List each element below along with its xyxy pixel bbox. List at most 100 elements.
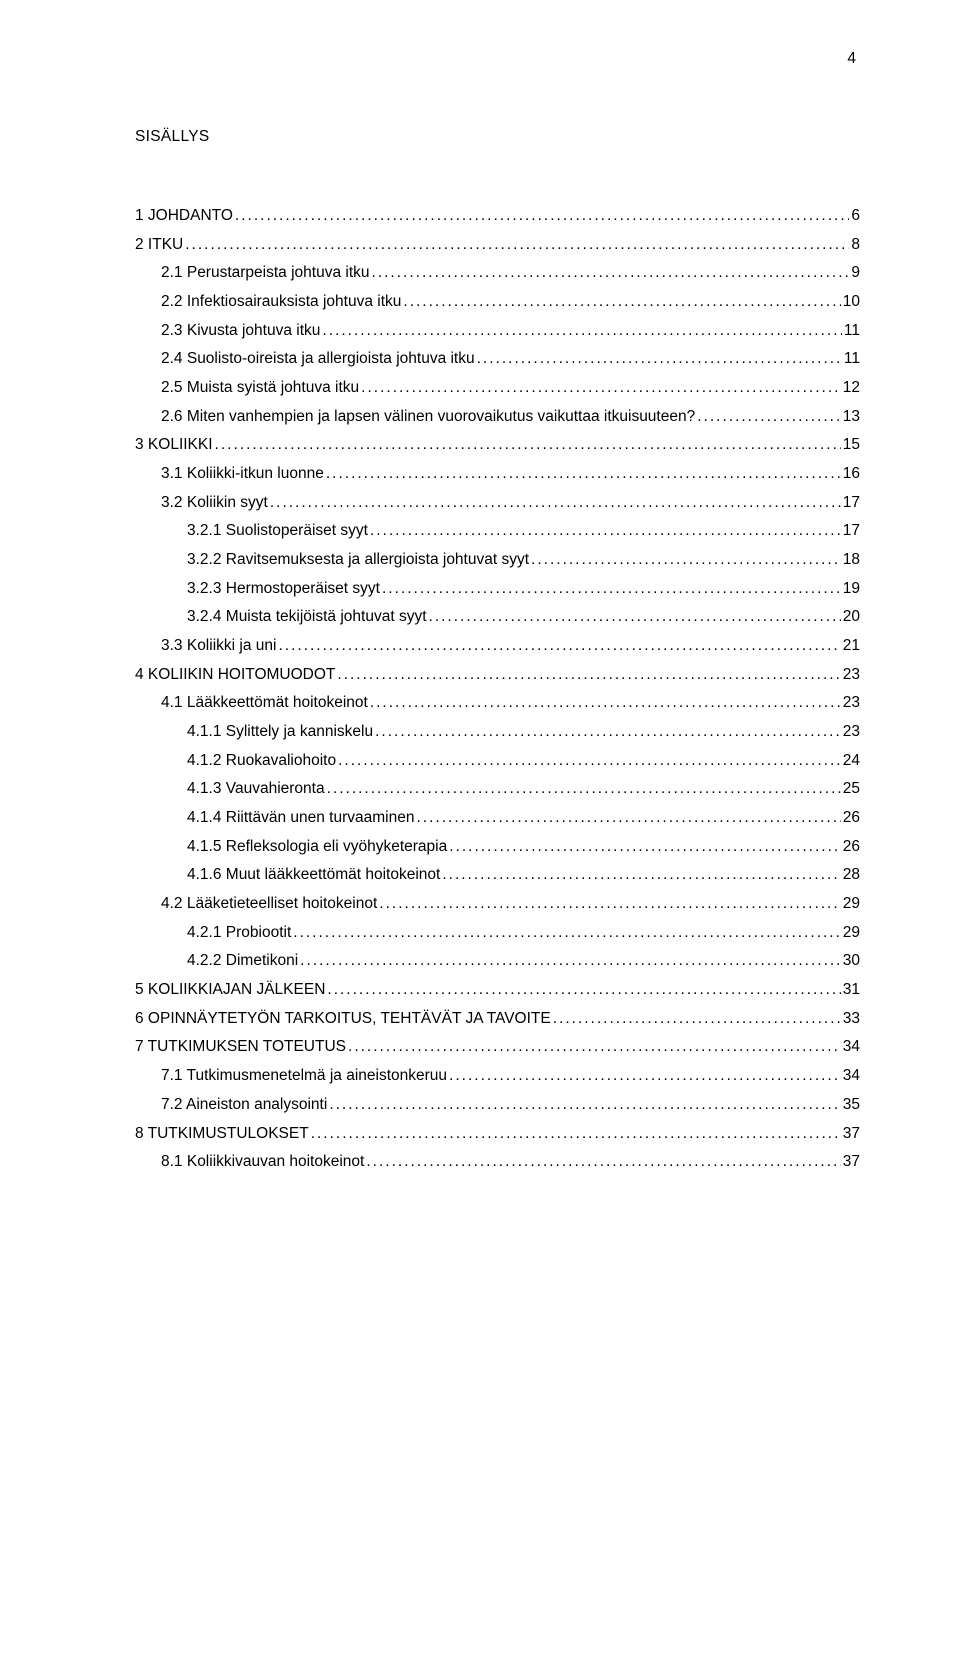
toc-entry: 6 OPINNÄYTETYÖN TARKOITUS, TEHTÄVÄT JA T…	[135, 1005, 860, 1034]
toc-entry: 3 KOLIIKKI15	[135, 431, 860, 460]
toc-entry: 2.2 Infektiosairauksista johtuva itku10	[135, 288, 860, 317]
toc-entry-label: 1 JOHDANTO	[135, 202, 233, 231]
toc-entry-label: 4 KOLIIKIN HOITOMUODOT	[135, 661, 335, 690]
toc-entry-label: 4.1.6 Muut lääkkeettömät hoitokeinot	[187, 861, 440, 890]
toc-dots	[366, 1148, 840, 1177]
toc-entry-label: 7.1 Tutkimusmenetelmä ja aineistonkeruu	[161, 1062, 447, 1091]
toc-entry-page: 29	[843, 919, 860, 948]
toc-dots	[531, 546, 841, 575]
toc-entry: 3.2.4 Muista tekijöistä johtuvat syyt 20	[135, 603, 860, 632]
toc-entry-page: 19	[843, 575, 860, 604]
toc-entry: 2.3 Kivusta johtuva itku11	[135, 317, 860, 346]
toc-entry-page: 17	[843, 517, 860, 546]
toc-dots	[235, 202, 849, 231]
toc-dots	[329, 1091, 840, 1120]
toc-entry: 4.1.4 Riittävän unen turvaaminen 26	[135, 804, 860, 833]
toc-entry: 1 JOHDANTO 6	[135, 202, 860, 231]
toc-entry-page: 35	[843, 1091, 860, 1120]
toc-entry-label: 8 TUTKIMUSTULOKSET	[135, 1120, 309, 1149]
toc-dots	[185, 231, 849, 260]
toc-entry-page: 26	[843, 833, 860, 862]
toc-entry-page: 33	[843, 1005, 860, 1034]
toc-entry-page: 26	[843, 804, 860, 833]
toc-entry: 4.1.3 Vauvahieronta25	[135, 775, 860, 804]
toc-entry-page: 9	[851, 259, 860, 288]
toc-entry-label: 3 KOLIIKKI	[135, 431, 213, 460]
toc-entry-page: 34	[843, 1062, 860, 1091]
toc-dots	[697, 403, 841, 432]
toc-container: 1 JOHDANTO 62 ITKU82.1 Perustarpeista joh…	[135, 202, 860, 1177]
toc-dots	[338, 747, 841, 776]
page-number: 4	[135, 50, 860, 68]
toc-entry-label: 4.1.1 Sylittely ja kanniskelu	[187, 718, 373, 747]
toc-entry: 7.1 Tutkimusmenetelmä ja aineistonkeruu 3…	[135, 1062, 860, 1091]
toc-entry-page: 11	[844, 345, 860, 374]
toc-entry: 2.4 Suolisto-oireista ja allergioista jo…	[135, 345, 860, 374]
toc-dots	[403, 288, 840, 317]
toc-heading: SISÄLLYS	[135, 128, 860, 146]
toc-dots	[326, 460, 841, 489]
toc-entry-page: 6	[851, 202, 860, 231]
toc-dots	[477, 345, 842, 374]
toc-entry-page: 28	[843, 861, 860, 890]
toc-entry-page: 13	[843, 403, 860, 432]
toc-dots	[322, 317, 842, 346]
toc-dots	[449, 833, 841, 862]
toc-entry-label: 4.1.3 Vauvahieronta	[187, 775, 325, 804]
toc-entry-page: 10	[843, 288, 860, 317]
toc-entry-label: 8.1 Koliikkivauvan hoitokeinot	[161, 1148, 364, 1177]
toc-entry: 2.5 Muista syistä johtuva itku12	[135, 374, 860, 403]
toc-entry-label: 3.2.2 Ravitsemuksesta ja allergioista jo…	[187, 546, 529, 575]
toc-entry: 4 KOLIIKIN HOITOMUODOT 23	[135, 661, 860, 690]
toc-entry-label: 2.5 Muista syistä johtuva itku	[161, 374, 359, 403]
toc-entry-page: 34	[843, 1033, 860, 1062]
toc-dots	[379, 890, 840, 919]
toc-dots	[348, 1033, 841, 1062]
toc-entry-page: 20	[843, 603, 860, 632]
toc-entry-page: 31	[843, 976, 860, 1005]
toc-dots	[449, 1062, 841, 1091]
toc-entry: 2.1 Perustarpeista johtuva itku 9	[135, 259, 860, 288]
toc-dots	[375, 718, 841, 747]
toc-entry-page: 37	[843, 1120, 860, 1149]
toc-entry: 8 TUTKIMUSTULOKSET 37	[135, 1120, 860, 1149]
toc-entry-label: 4.2 Lääketieteelliset hoitokeinot	[161, 890, 377, 919]
toc-entry-label: 6 OPINNÄYTETYÖN TARKOITUS, TEHTÄVÄT JA T…	[135, 1005, 551, 1034]
toc-entry: 2.6 Miten vanhempien ja lapsen välinen v…	[135, 403, 860, 432]
toc-entry: 7 TUTKIMUKSEN TOTEUTUS 34	[135, 1033, 860, 1062]
toc-entry-label: 5 KOLIIKKIAJAN JÄLKEEN	[135, 976, 325, 1005]
toc-entry: 5 KOLIIKKIAJAN JÄLKEEN 31	[135, 976, 860, 1005]
toc-entry-label: 4.1.2 Ruokavaliohoito	[187, 747, 336, 776]
toc-entry: 4.2.1 Probiootit29	[135, 919, 860, 948]
toc-entry: 4.1.2 Ruokavaliohoito24	[135, 747, 860, 776]
toc-dots	[429, 603, 841, 632]
toc-entry: 4.1 Lääkkeettömät hoitokeinot 23	[135, 689, 860, 718]
toc-entry-page: 18	[843, 546, 860, 575]
toc-entry-page: 16	[843, 460, 860, 489]
toc-dots	[311, 1120, 841, 1149]
toc-entry-label: 4.2.2 Dimetikoni	[187, 947, 298, 976]
toc-entry-page: 23	[843, 661, 860, 690]
toc-entry-page: 23	[843, 718, 860, 747]
toc-dots	[337, 661, 840, 690]
toc-entry-label: 2.1 Perustarpeista johtuva itku	[161, 259, 370, 288]
toc-entry: 3.2.3 Hermostoperäiset syyt 19	[135, 575, 860, 604]
toc-entry: 3.2 Koliikin syyt17	[135, 489, 860, 518]
toc-entry-page: 23	[843, 689, 860, 718]
toc-entry-label: 4.1.4 Riittävän unen turvaaminen	[187, 804, 414, 833]
toc-entry-label: 7.2 Aineiston analysointi	[161, 1091, 327, 1120]
toc-entry-label: 4.1 Lääkkeettömät hoitokeinot	[161, 689, 368, 718]
toc-entry: 2 ITKU8	[135, 231, 860, 260]
toc-entry-label: 7 TUTKIMUKSEN TOTEUTUS	[135, 1033, 346, 1062]
toc-entry-label: 3.2.3 Hermostoperäiset syyt	[187, 575, 380, 604]
toc-dots	[270, 489, 841, 518]
toc-entry-label: 3.2.4 Muista tekijöistä johtuvat syyt	[187, 603, 427, 632]
toc-entry-label: 2.4 Suolisto-oireista ja allergioista jo…	[161, 345, 475, 374]
toc-entry: 3.2.1 Suolistoperäiset syyt 17	[135, 517, 860, 546]
toc-entry-page: 11	[844, 317, 860, 346]
toc-entry-page: 17	[843, 489, 860, 518]
toc-dots	[215, 431, 841, 460]
toc-entry: 4.2 Lääketieteelliset hoitokeinot29	[135, 890, 860, 919]
toc-entry-label: 3.2.1 Suolistoperäiset syyt	[187, 517, 368, 546]
toc-entry-page: 21	[843, 632, 860, 661]
